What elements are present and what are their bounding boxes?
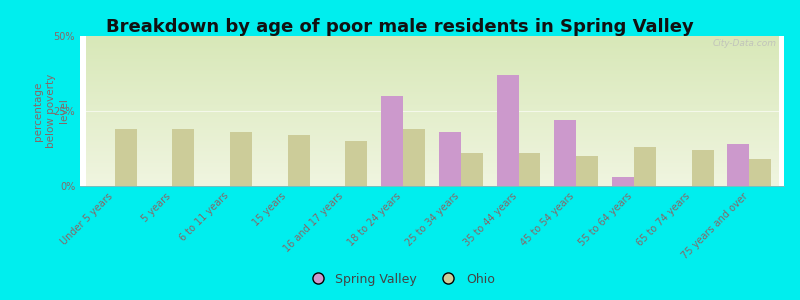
Bar (692, 150, 714, 186)
Y-axis label: percentage
below poverty
level: percentage below poverty level (33, 74, 69, 148)
Bar (403, 129, 425, 186)
Bar (727, 144, 750, 186)
Bar (346, 141, 367, 186)
Bar (439, 132, 461, 186)
Bar (634, 147, 656, 186)
Bar (382, 96, 403, 186)
Bar (114, 129, 137, 186)
Bar (497, 75, 518, 186)
Bar (518, 153, 541, 186)
Bar (230, 132, 252, 186)
Bar (612, 177, 634, 186)
Text: City-Data.com: City-Data.com (713, 39, 777, 48)
Bar (576, 156, 598, 186)
Text: Breakdown by age of poor male residents in Spring Valley: Breakdown by age of poor male residents … (106, 18, 694, 36)
Bar (461, 153, 482, 186)
Legend: Spring Valley, Ohio: Spring Valley, Ohio (300, 268, 500, 291)
Bar (750, 159, 771, 186)
Bar (288, 135, 310, 186)
Bar (554, 120, 576, 186)
Bar (172, 129, 194, 186)
